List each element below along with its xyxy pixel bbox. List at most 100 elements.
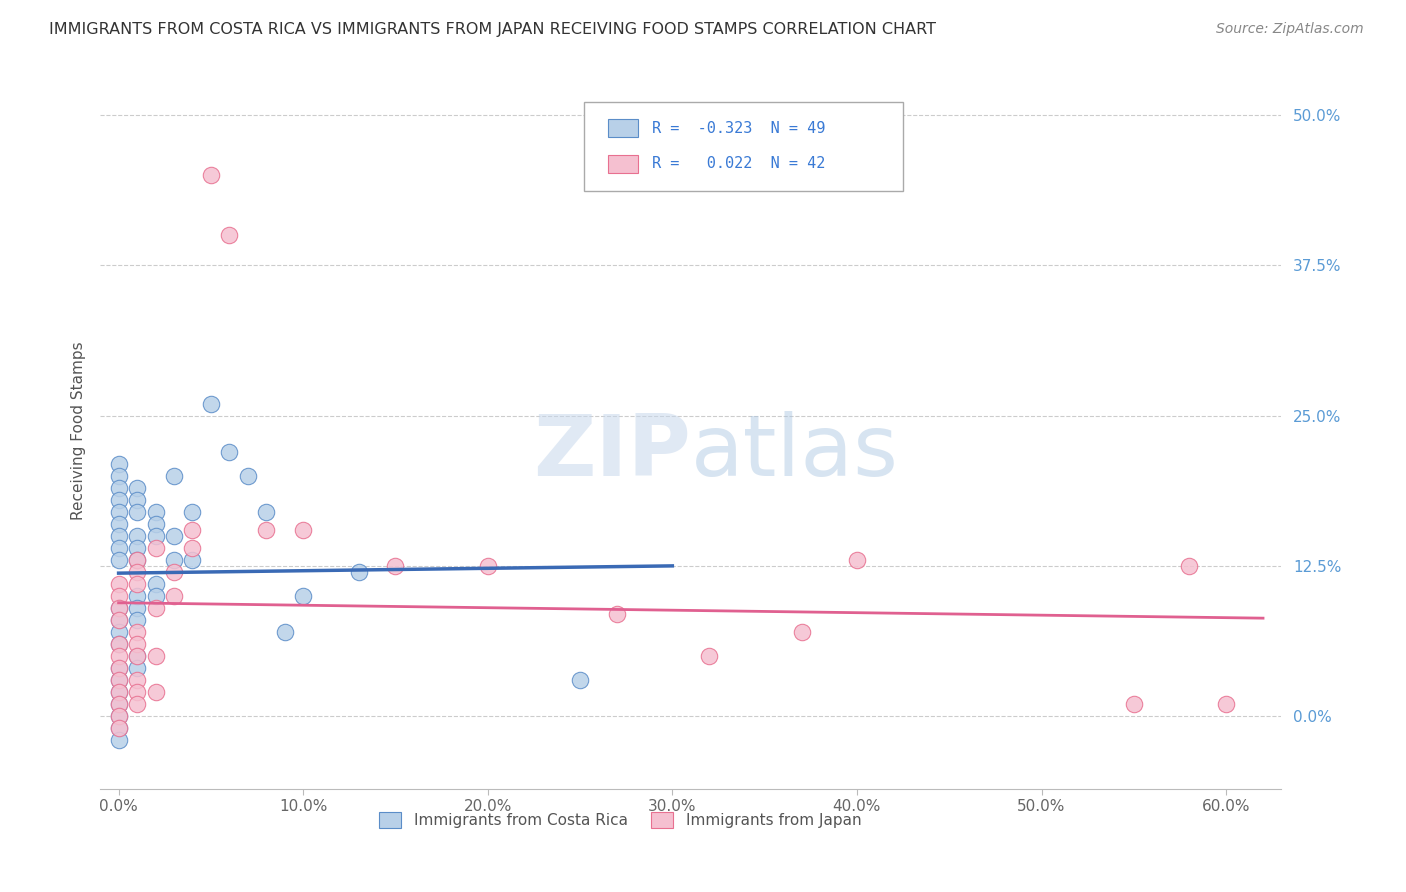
Point bbox=[107, 553, 129, 567]
Point bbox=[107, 661, 129, 675]
Point bbox=[125, 698, 148, 712]
Text: R =   0.022  N = 42: R = 0.022 N = 42 bbox=[652, 156, 825, 171]
Point bbox=[292, 589, 315, 603]
Point bbox=[163, 589, 186, 603]
Point bbox=[107, 698, 129, 712]
Point bbox=[292, 523, 315, 537]
Point bbox=[145, 577, 167, 591]
Point bbox=[181, 523, 204, 537]
Point bbox=[107, 468, 129, 483]
Point bbox=[236, 468, 259, 483]
Point bbox=[107, 589, 129, 603]
Point bbox=[125, 553, 148, 567]
Point bbox=[125, 601, 148, 615]
Point bbox=[107, 457, 129, 471]
Point bbox=[107, 505, 129, 519]
Point bbox=[107, 698, 129, 712]
Point bbox=[606, 607, 628, 622]
Point bbox=[125, 637, 148, 651]
Point bbox=[1215, 698, 1237, 712]
Point bbox=[125, 505, 148, 519]
Point bbox=[790, 625, 813, 640]
Text: atlas: atlas bbox=[690, 410, 898, 493]
Point bbox=[125, 481, 148, 495]
FancyBboxPatch shape bbox=[585, 102, 904, 191]
FancyBboxPatch shape bbox=[609, 155, 638, 173]
Text: IMMIGRANTS FROM COSTA RICA VS IMMIGRANTS FROM JAPAN RECEIVING FOOD STAMPS CORREL: IMMIGRANTS FROM COSTA RICA VS IMMIGRANTS… bbox=[49, 22, 936, 37]
Point bbox=[1178, 559, 1201, 574]
Point bbox=[107, 613, 129, 627]
Point bbox=[125, 613, 148, 627]
Point bbox=[125, 661, 148, 675]
Point bbox=[145, 529, 167, 543]
Point bbox=[163, 529, 186, 543]
Point bbox=[107, 722, 129, 736]
Point bbox=[107, 492, 129, 507]
Point bbox=[107, 673, 129, 688]
Point bbox=[107, 601, 129, 615]
Point bbox=[125, 649, 148, 664]
Point bbox=[107, 516, 129, 531]
Point bbox=[125, 577, 148, 591]
Point bbox=[254, 505, 277, 519]
Point bbox=[107, 661, 129, 675]
Point bbox=[163, 468, 186, 483]
Point bbox=[145, 649, 167, 664]
Point bbox=[107, 685, 129, 699]
Point bbox=[200, 397, 222, 411]
Point bbox=[697, 649, 720, 664]
Point bbox=[107, 649, 129, 664]
Point bbox=[107, 529, 129, 543]
Legend: Immigrants from Costa Rica, Immigrants from Japan: Immigrants from Costa Rica, Immigrants f… bbox=[373, 806, 868, 835]
Point bbox=[107, 709, 129, 723]
Point bbox=[125, 529, 148, 543]
Point bbox=[107, 541, 129, 555]
Point bbox=[107, 733, 129, 747]
Point bbox=[107, 722, 129, 736]
Point bbox=[107, 673, 129, 688]
Point bbox=[107, 637, 129, 651]
Text: ZIP: ZIP bbox=[533, 410, 690, 493]
Point bbox=[125, 541, 148, 555]
Y-axis label: Receiving Food Stamps: Receiving Food Stamps bbox=[72, 342, 86, 520]
Point bbox=[145, 601, 167, 615]
Point bbox=[181, 505, 204, 519]
Point bbox=[145, 516, 167, 531]
Point bbox=[181, 541, 204, 555]
Point bbox=[163, 553, 186, 567]
Point bbox=[1122, 698, 1144, 712]
Point bbox=[569, 673, 592, 688]
Point bbox=[145, 505, 167, 519]
Point bbox=[125, 673, 148, 688]
Point bbox=[107, 613, 129, 627]
Point bbox=[845, 553, 868, 567]
Point bbox=[254, 523, 277, 537]
Point bbox=[145, 541, 167, 555]
Point bbox=[107, 577, 129, 591]
Point bbox=[274, 625, 297, 640]
Text: Source: ZipAtlas.com: Source: ZipAtlas.com bbox=[1216, 22, 1364, 37]
Point bbox=[125, 553, 148, 567]
Point bbox=[107, 481, 129, 495]
Point bbox=[477, 559, 499, 574]
Point bbox=[347, 565, 370, 579]
Point bbox=[125, 492, 148, 507]
Point bbox=[125, 589, 148, 603]
Point bbox=[200, 168, 222, 182]
Point bbox=[384, 559, 406, 574]
Point bbox=[107, 709, 129, 723]
Point bbox=[145, 685, 167, 699]
Point bbox=[125, 565, 148, 579]
Point bbox=[107, 625, 129, 640]
Point bbox=[107, 637, 129, 651]
Point bbox=[125, 685, 148, 699]
FancyBboxPatch shape bbox=[609, 120, 638, 137]
Point bbox=[125, 625, 148, 640]
Point bbox=[218, 228, 240, 243]
Text: R =  -0.323  N = 49: R = -0.323 N = 49 bbox=[652, 120, 825, 136]
Point bbox=[218, 445, 240, 459]
Point bbox=[107, 685, 129, 699]
Point bbox=[107, 601, 129, 615]
Point bbox=[163, 565, 186, 579]
Point bbox=[125, 649, 148, 664]
